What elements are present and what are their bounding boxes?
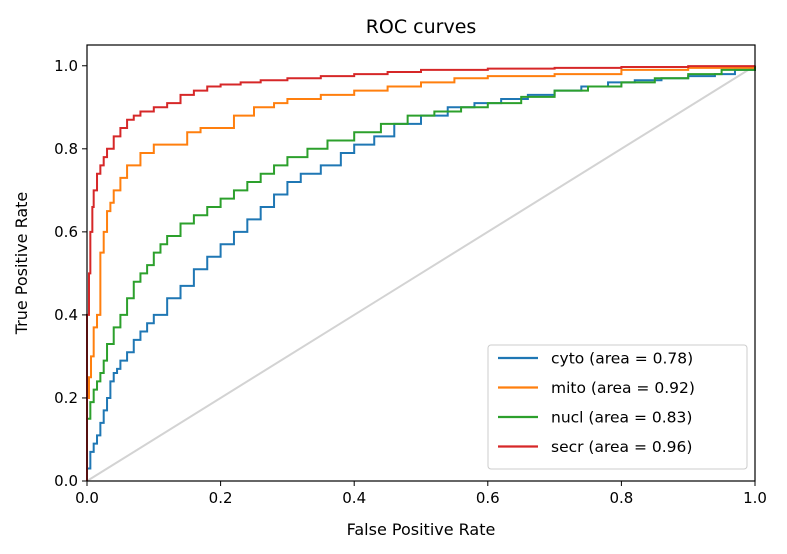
legend-box xyxy=(487,344,748,470)
y-axis-label: True Positive Rate xyxy=(12,192,31,336)
series-line-2 xyxy=(86,65,756,481)
x-tick-label: 0.0 xyxy=(75,489,99,507)
y-tick-label: 0.6 xyxy=(54,223,78,241)
y-tick-label: 1.0 xyxy=(54,57,78,75)
y-tick-label: 0.0 xyxy=(54,472,78,490)
baseline-layer xyxy=(86,64,756,482)
plot-area xyxy=(86,64,756,482)
series-layer xyxy=(86,65,756,481)
legend-entries: cyto (area = 0.78) mito (area = 0.92) nucl… xyxy=(498,350,695,456)
chart-title: ROC curves xyxy=(366,16,477,38)
legend-label: nucl (area = 0.83) xyxy=(551,409,692,427)
y-axis-ticks: 0.0 0.2 0.4 0.6 0.8 1.0 xyxy=(54,57,87,490)
y-tick-label: 0.4 xyxy=(54,306,78,324)
series-line-3 xyxy=(86,65,756,481)
legend-label: mito (area = 0.92) xyxy=(551,379,695,397)
y-tick-label: 0.8 xyxy=(54,140,78,158)
axes-frame xyxy=(86,44,756,482)
legend-label: secr (area = 0.96) xyxy=(551,438,692,456)
series-line-1 xyxy=(86,65,756,481)
x-tick-label: 0.2 xyxy=(209,489,233,507)
y-tick-label: 0.2 xyxy=(54,389,78,407)
x-tick-label: 1.0 xyxy=(743,489,767,507)
legend: cyto (area = 0.78) mito (area = 0.92) nucl… xyxy=(487,344,748,470)
chance-diagonal-line xyxy=(86,64,756,482)
x-tick-label: 0.8 xyxy=(609,489,633,507)
legend-label: cyto (area = 0.78) xyxy=(551,350,693,368)
x-axis-label: False Positive Rate xyxy=(347,520,496,539)
x-tick-label: 0.6 xyxy=(476,489,500,507)
x-axis-ticks: 0.0 0.2 0.4 0.6 0.8 1.0 xyxy=(75,481,767,507)
x-tick-label: 0.4 xyxy=(342,489,366,507)
